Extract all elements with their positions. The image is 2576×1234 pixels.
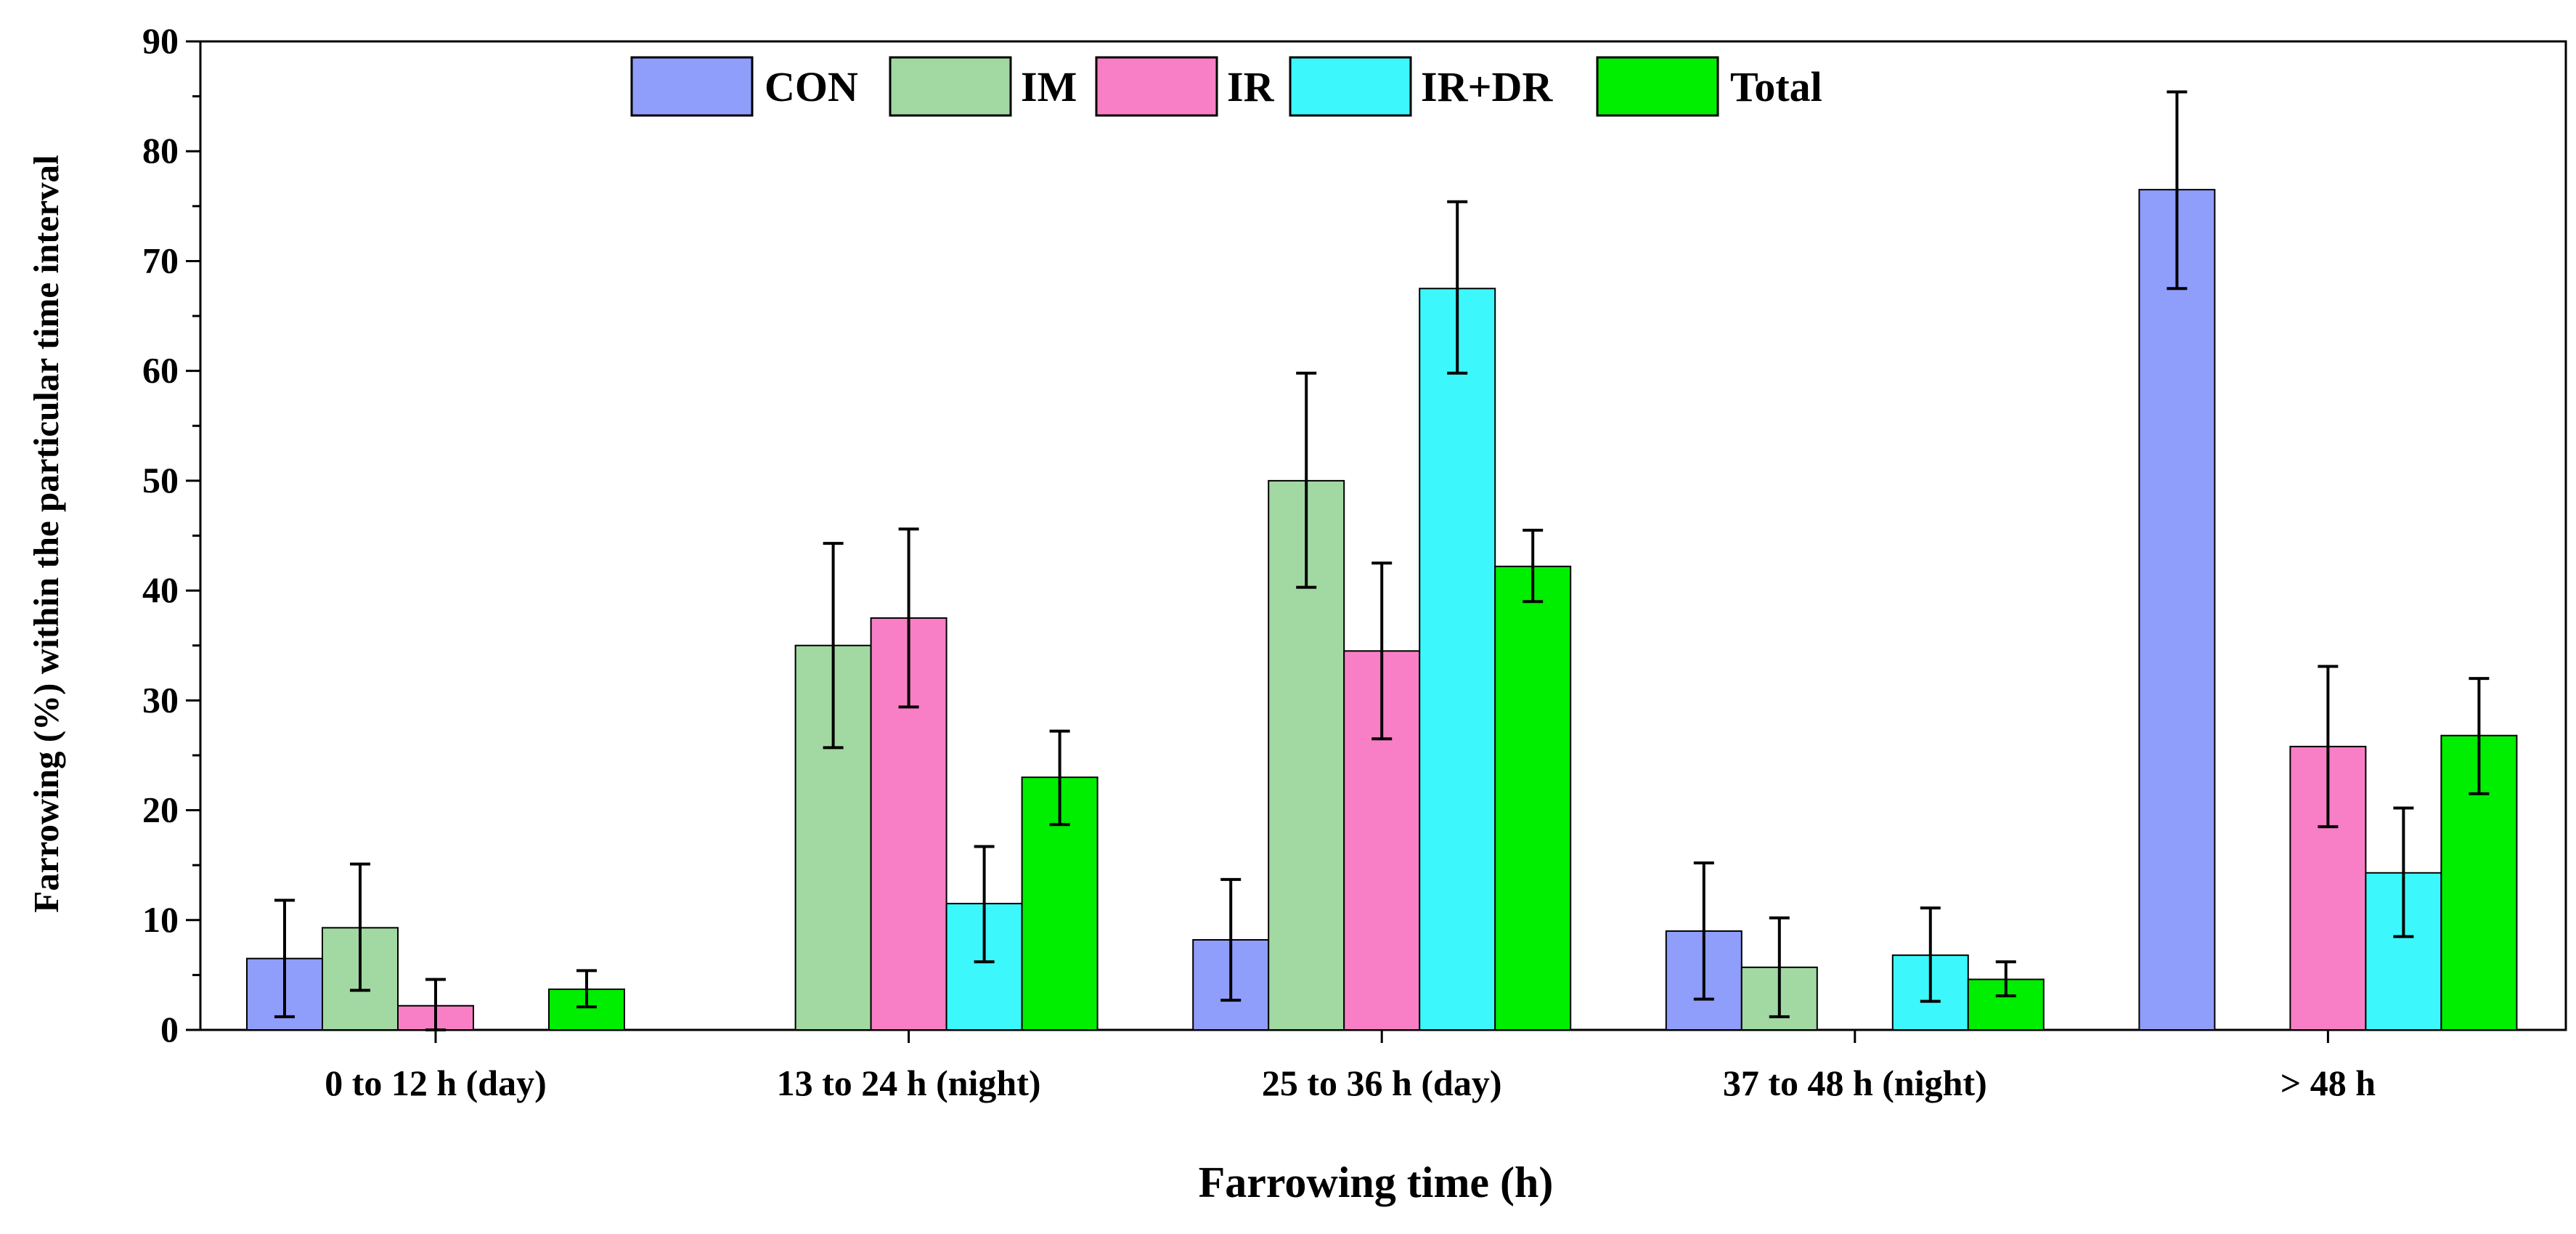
bars-layer	[246, 189, 2518, 1031]
x-axis-title: Farrowing time (h)	[1199, 1158, 1554, 1206]
y-tick-label: 70	[142, 240, 179, 280]
bar-con	[2138, 189, 2216, 1031]
legend-swatch-ir-dr	[1289, 56, 1412, 117]
x-tick-label: 25 to 36 h (day)	[1262, 1063, 1502, 1103]
legend-label-total: Total	[1730, 63, 1822, 110]
y-tick-label: 10	[142, 899, 179, 940]
y-tick-label: 60	[142, 350, 179, 391]
legend-swatch-total	[1596, 56, 1719, 117]
legend-label-ir-dr: IR+DR	[1421, 63, 1553, 110]
legend-swatch-im	[889, 56, 1012, 117]
legend: CON IM IR IR+DR Total	[630, 56, 1822, 117]
bar-ir-dr	[1419, 288, 1496, 1031]
y-tick-label: 80	[142, 130, 179, 171]
y-tick-label: 0	[160, 1009, 179, 1050]
y-tick-label: 40	[142, 569, 179, 610]
y-axis-title: Farrowing (%) within the particular time…	[26, 155, 66, 912]
legend-label-con: CON	[765, 63, 858, 110]
y-tick-label: 50	[142, 460, 179, 500]
y-tick-label: 20	[142, 789, 179, 830]
x-tick-label: 37 to 48 h (night)	[1723, 1063, 1987, 1103]
y-tick-label: 90	[142, 20, 179, 61]
x-tick-label: > 48 h	[2281, 1063, 2376, 1103]
legend-label-im: IM	[1021, 63, 1077, 110]
legend-label-ir: IR	[1227, 63, 1275, 110]
x-tick-label: 0 to 12 h (day)	[325, 1063, 547, 1103]
bar-total	[1494, 565, 1572, 1031]
legend-swatch-con	[630, 56, 754, 117]
legend-swatch-ir	[1095, 56, 1218, 117]
x-tick-label: 13 to 24 h (night)	[777, 1063, 1041, 1103]
y-tick-label: 30	[142, 679, 179, 720]
error-bars-layer	[274, 90, 2490, 1031]
